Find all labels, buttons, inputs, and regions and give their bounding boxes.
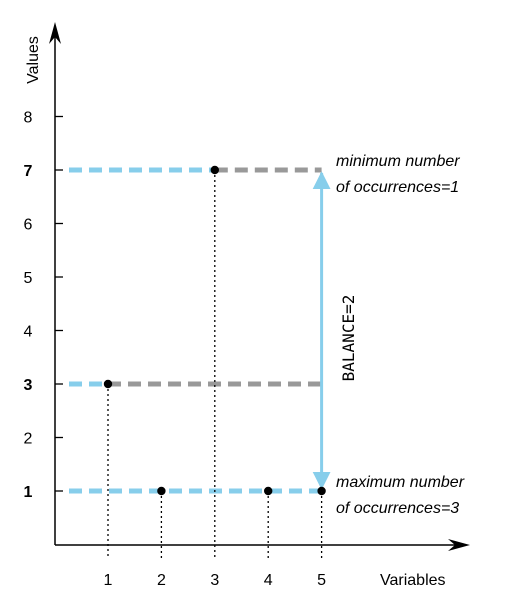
value-stems xyxy=(107,170,323,559)
y-tick-label: 3 xyxy=(24,377,33,394)
maximum-note-line2: of occurrences=3 xyxy=(336,500,459,517)
y-tick-label: 2 xyxy=(24,431,33,448)
minimum-note-line2: of occurrences=1 xyxy=(336,179,459,196)
x-axis-title: Variables xyxy=(380,572,446,589)
data-point xyxy=(317,486,326,496)
x-tick-label: 3 xyxy=(210,572,219,589)
x-tick-label: 4 xyxy=(264,572,273,589)
y-axis-title: Values xyxy=(25,36,42,84)
x-tick-label: 5 xyxy=(317,572,326,589)
y-tick-label: 4 xyxy=(24,324,33,341)
x-ticks: 1 2 3 4 5 xyxy=(104,572,327,589)
data-point xyxy=(157,486,166,496)
x-tick-label: 2 xyxy=(157,572,166,589)
y-axis-arrowhead xyxy=(49,22,61,44)
x-tick-label: 1 xyxy=(104,572,113,589)
y-ticks: 1 2 3 4 5 6 7 8 xyxy=(24,110,63,501)
data-point xyxy=(210,165,219,175)
data-points xyxy=(103,165,326,496)
y-tick-label: 6 xyxy=(24,217,33,234)
balance-label: BALANCE=2 xyxy=(339,295,358,382)
y-tick-label: 8 xyxy=(24,110,33,127)
y-tick-label: 5 xyxy=(24,270,33,287)
y-tick-label: 1 xyxy=(24,484,33,501)
x-axis-arrowhead xyxy=(448,539,470,551)
data-point xyxy=(103,379,113,389)
y-tick-label: 7 xyxy=(24,163,33,180)
level-lines xyxy=(69,167,322,494)
data-point xyxy=(264,486,273,496)
maximum-note-line1: maximum number xyxy=(336,474,465,491)
minimum-note-line1: minimum number xyxy=(336,153,460,170)
